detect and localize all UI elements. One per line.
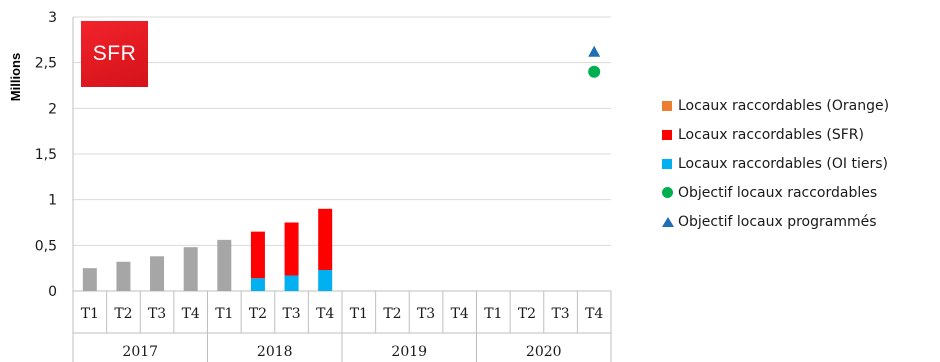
y-tick-label: 2,5 [35,56,57,72]
x-tick-label: T2 [114,306,132,322]
x-tick-label: T1 [81,306,99,322]
legend-swatch-sfr [662,129,672,140]
x-tick-label: T4 [316,306,334,322]
x-tick-label: T1 [350,306,368,322]
bar [284,275,299,291]
legend-swatch-orange [662,100,672,111]
bar [318,269,333,291]
bar [217,239,232,291]
bar [284,222,299,276]
legend-label-objectif-raccordables: Objectif locaux raccordables [678,184,878,201]
legend-label-orange: Locaux raccordables (Orange) [678,97,890,114]
bar [250,278,265,291]
y-tick-label: 1 [48,193,57,209]
legend-label-sfr: Locaux raccordables (SFR) [678,126,864,143]
y-tick-label: 2 [48,101,57,117]
legend-item-objectif-raccordables: Objectif locaux raccordables [662,178,889,207]
legend-triangle-icon [662,216,674,227]
y-tick-label: 1,5 [35,147,57,163]
y-tick-label: 3 [48,10,57,26]
bar [318,208,333,270]
year-label: 2018 [257,344,293,360]
x-tick-label: T2 [383,306,401,322]
sfr-logo: SFR [81,21,148,87]
chart-legend: Locaux raccordables (Orange) Locaux racc… [662,91,889,236]
bar [150,256,165,291]
legend-label-oi-tiers: Locaux raccordables (OI tiers) [678,155,888,172]
bar [82,268,97,291]
legend-swatch-oi-tiers [662,158,672,169]
x-tick-label: T3 [417,306,435,322]
x-tick-label: T1 [484,306,502,322]
legend-label-objectif-programmes: Objectif locaux programmés [678,213,877,230]
x-tick-label: T4 [182,306,200,322]
year-label: 2017 [122,344,158,360]
y-axis-title: Millions [8,53,23,101]
x-tick-label: T2 [249,306,267,322]
x-tick-label: T3 [282,306,300,322]
x-tick-label: T2 [518,306,536,322]
x-tick-label: T4 [451,306,469,322]
legend-item-sfr: Locaux raccordables (SFR) [662,120,889,149]
legend-item-objectif-programmes: Objectif locaux programmés [662,207,889,236]
x-tick-label: T4 [585,306,603,322]
legend-item-orange: Locaux raccordables (Orange) [662,91,889,120]
x-tick-label: T3 [148,306,166,322]
y-tick-label: 0 [48,284,57,300]
sfr-logo-text: SFR [92,42,137,65]
y-tick-label: 0,5 [35,238,57,254]
bar [183,247,198,291]
x-tick-label: T1 [215,306,233,322]
bar [250,231,265,279]
legend-item-oi-tiers: Locaux raccordables (OI tiers) [662,149,889,178]
bar [116,261,131,291]
objectif-programmes-marker [588,45,601,57]
year-label: 2019 [391,344,427,360]
year-label: 2020 [526,344,562,360]
x-tick-label: T3 [551,306,569,322]
legend-circle-icon [662,187,673,198]
objectif-raccordables-marker [588,65,601,78]
